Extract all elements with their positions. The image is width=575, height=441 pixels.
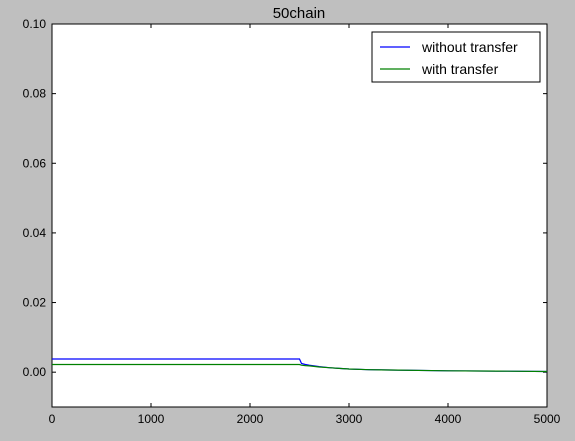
y-tick-label: 0.10 <box>23 17 47 31</box>
x-tick-label: 4000 <box>435 412 462 426</box>
plot-area <box>51 23 548 408</box>
y-tick-label: 0.04 <box>23 226 47 240</box>
series-line-1 <box>52 363 548 373</box>
y-tick-label: 0.08 <box>23 87 47 101</box>
y-tick-label: 0.02 <box>23 296 47 310</box>
x-tick-label: 2000 <box>237 412 264 426</box>
y-tick-label: 0.06 <box>23 156 47 170</box>
legend: without transfer with transfer <box>371 31 541 83</box>
axis-ticks: 0 1000 2000 3000 4000 5000 0.00 0.02 0.04 0.06 0.0… <box>23 17 561 426</box>
x-tick-label: 0 <box>49 412 56 426</box>
legend-box <box>371 31 541 83</box>
legend-label-1: with transfer <box>421 61 499 77</box>
series-lines <box>52 358 548 373</box>
legend-label-0: without transfer <box>421 39 518 55</box>
chart-title: 50chain <box>273 5 326 22</box>
y-tick-label: 0.00 <box>23 365 47 379</box>
x-tick-label: 1000 <box>138 412 165 426</box>
x-tick-label: 5000 <box>534 412 561 426</box>
x-tick-label: 3000 <box>336 412 363 426</box>
